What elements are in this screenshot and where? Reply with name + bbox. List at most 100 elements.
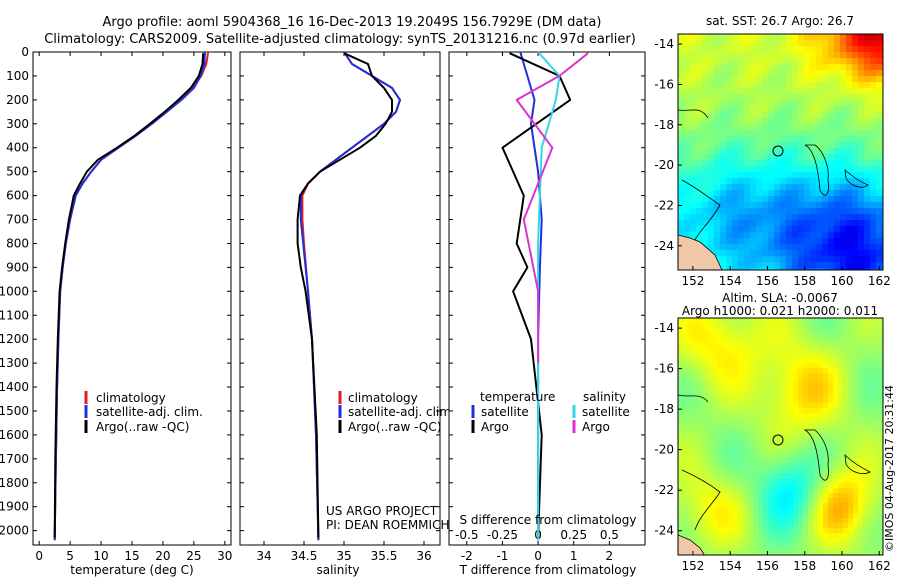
map-cell bbox=[683, 523, 689, 529]
map-cell bbox=[778, 323, 784, 329]
map-cell bbox=[703, 488, 709, 494]
map-cell bbox=[808, 498, 814, 504]
map-cell bbox=[690, 220, 697, 227]
map-cell bbox=[828, 368, 834, 374]
map-cell bbox=[846, 244, 853, 251]
map-cell bbox=[788, 513, 794, 519]
map-cell bbox=[758, 448, 764, 454]
map-cell bbox=[698, 438, 704, 444]
map-cell bbox=[808, 513, 814, 519]
map-cell bbox=[798, 323, 804, 329]
map-cell bbox=[778, 503, 784, 509]
map-cell bbox=[813, 378, 819, 384]
map-cell bbox=[778, 393, 784, 399]
map-cell bbox=[698, 503, 704, 509]
map-cell bbox=[873, 503, 879, 509]
map-cell bbox=[753, 383, 759, 389]
map-cell bbox=[870, 256, 877, 263]
map-cell bbox=[818, 318, 824, 324]
map-cell bbox=[853, 548, 859, 554]
map-cell bbox=[876, 178, 883, 185]
map-cell bbox=[744, 268, 751, 270]
map-cell bbox=[780, 112, 787, 119]
map-cell bbox=[748, 453, 754, 459]
map-cell bbox=[822, 262, 829, 269]
map-cell bbox=[804, 118, 811, 125]
map-cell bbox=[732, 256, 739, 263]
map-cell bbox=[683, 413, 689, 419]
map-cell bbox=[870, 112, 877, 119]
map-cell bbox=[720, 112, 727, 119]
map-cell bbox=[853, 448, 859, 454]
map-cell bbox=[798, 488, 804, 494]
map-cell bbox=[834, 118, 841, 125]
map-cell bbox=[768, 172, 775, 179]
map-cell bbox=[714, 82, 721, 89]
map-cell bbox=[780, 52, 787, 59]
map-cell bbox=[738, 508, 744, 514]
map-cell bbox=[763, 333, 769, 339]
map-cell bbox=[678, 64, 685, 71]
map-cell bbox=[684, 130, 691, 137]
map-cell bbox=[688, 398, 694, 404]
map-cell bbox=[873, 483, 879, 489]
map-cell bbox=[726, 58, 733, 65]
map-cell bbox=[863, 488, 869, 494]
map-cell bbox=[723, 518, 729, 524]
map-cell bbox=[868, 498, 874, 504]
y-tick-label: 700 bbox=[6, 213, 29, 227]
map-cell bbox=[838, 323, 844, 329]
map-cell bbox=[693, 358, 699, 364]
map-cell bbox=[852, 184, 859, 191]
map-cell bbox=[738, 438, 744, 444]
map-cell bbox=[816, 118, 823, 125]
map-cell bbox=[793, 343, 799, 349]
map-cell bbox=[816, 64, 823, 71]
map-cell bbox=[768, 220, 775, 227]
map-cell bbox=[798, 244, 805, 251]
map-cell bbox=[863, 498, 869, 504]
map-cell bbox=[728, 528, 734, 534]
map-cell bbox=[726, 46, 733, 53]
map-cell bbox=[703, 538, 709, 544]
map-cell bbox=[804, 214, 811, 221]
map-cell bbox=[702, 166, 709, 173]
map-cell bbox=[798, 418, 804, 424]
map-cell bbox=[793, 368, 799, 374]
map-cell bbox=[678, 443, 684, 449]
map-cell bbox=[828, 523, 834, 529]
map-cell bbox=[778, 453, 784, 459]
map-cell bbox=[838, 543, 844, 549]
map-cell bbox=[763, 508, 769, 514]
map-cell bbox=[798, 508, 804, 514]
map-cell bbox=[756, 130, 763, 137]
map-cell bbox=[702, 52, 709, 59]
map-cell bbox=[840, 262, 847, 269]
map-cell bbox=[733, 443, 739, 449]
map-cell bbox=[738, 493, 744, 499]
map-cell bbox=[852, 226, 859, 233]
map-cell bbox=[813, 523, 819, 529]
map-cell bbox=[810, 172, 817, 179]
map-cell bbox=[863, 373, 869, 379]
map-cell bbox=[816, 82, 823, 89]
map-cell bbox=[870, 244, 877, 251]
map-cell bbox=[846, 238, 853, 245]
map-cell bbox=[773, 373, 779, 379]
map-cell bbox=[848, 473, 854, 479]
map-cell bbox=[702, 46, 709, 53]
temperature-legend: climatology satellite-adj. clim. Argo(..… bbox=[84, 391, 203, 434]
map-cell bbox=[728, 448, 734, 454]
map-cell bbox=[768, 46, 775, 53]
map-cell bbox=[808, 518, 814, 524]
map-cell bbox=[846, 64, 853, 71]
map-cell bbox=[774, 166, 781, 173]
map-cell bbox=[738, 323, 744, 329]
map-cell bbox=[733, 433, 739, 439]
map-cell bbox=[698, 458, 704, 464]
map-cell bbox=[718, 473, 724, 479]
map-cell bbox=[718, 528, 724, 534]
map-cell bbox=[723, 403, 729, 409]
map-cell bbox=[870, 214, 877, 221]
map-cell bbox=[743, 438, 749, 444]
